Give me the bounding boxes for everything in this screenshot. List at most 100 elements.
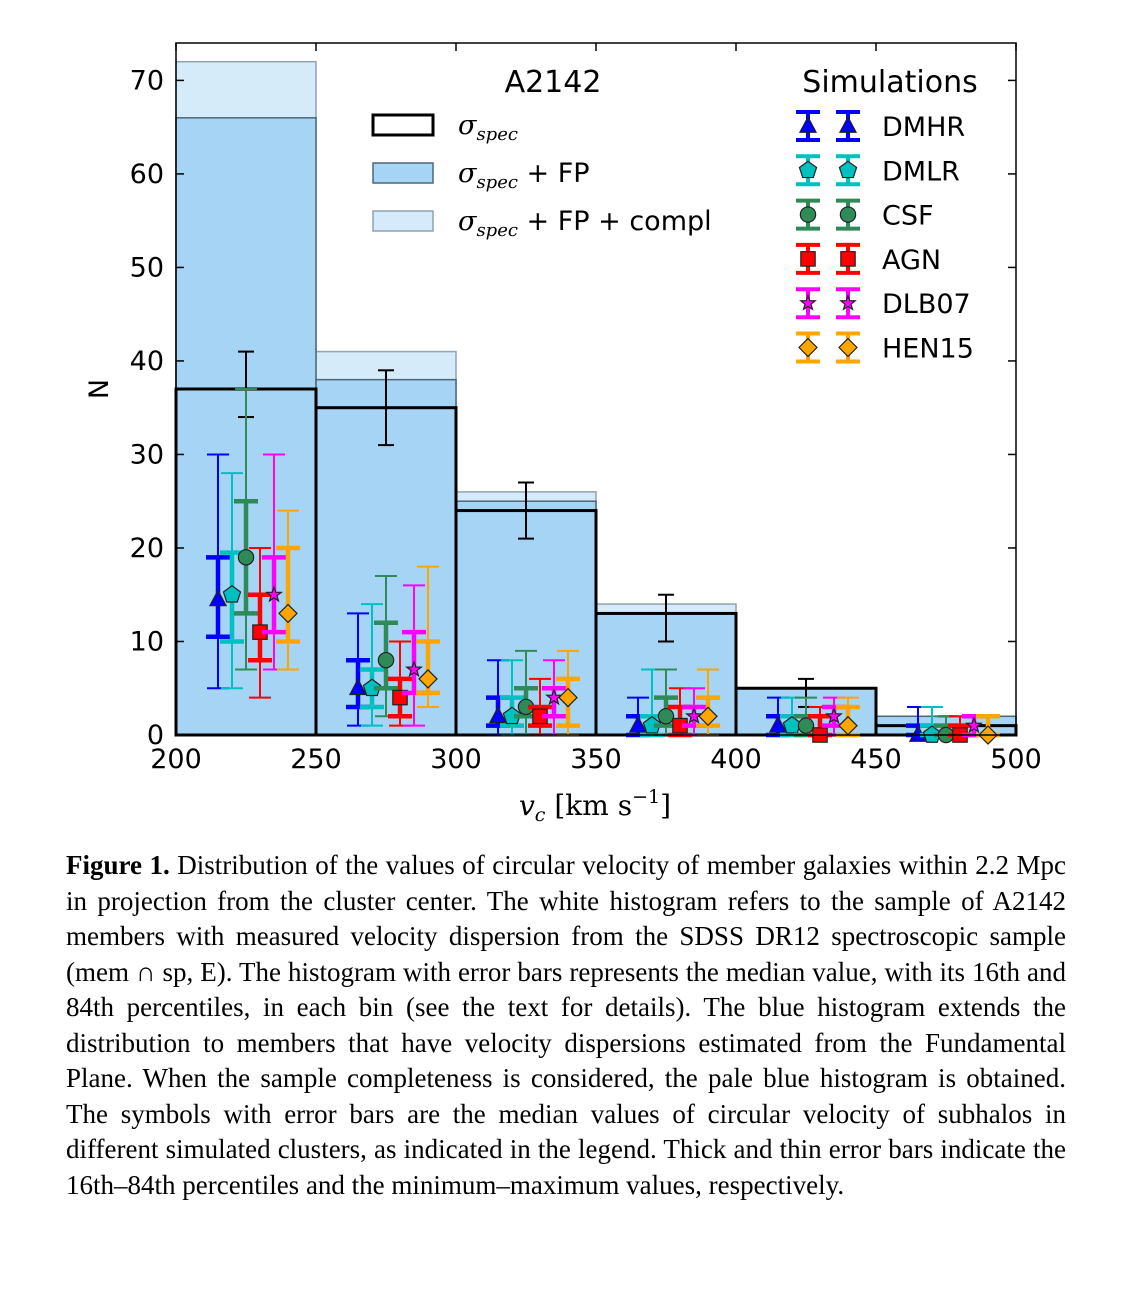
legend-swatch <box>371 113 435 137</box>
y-tick-label: 20 <box>130 533 164 564</box>
legend-marker-circle <box>799 206 817 223</box>
circular-velocity-histogram-chart: 200 250 300 350 400 450 500 0 10 20 30 40 50 60 70 N v… <box>84 42 1042 826</box>
sim-point-csf <box>374 575 398 718</box>
caption-text-part2: sp, E). The histogram with error bars re… <box>66 956 1067 1200</box>
sim-legend-label: CSF <box>882 201 934 232</box>
marker-triangle <box>208 589 228 607</box>
legend-marker-star <box>839 293 857 311</box>
marker-pentagon <box>222 584 242 603</box>
chart-title: A2142 <box>505 65 602 100</box>
legend-sigma-sub: spec <box>476 172 518 193</box>
x-tick-label: 300 <box>430 744 482 775</box>
sim-legend-entry-dlb07: DLB07 <box>796 287 971 320</box>
marker-circle <box>657 708 675 725</box>
marker-diamond <box>278 603 298 624</box>
figure-caption: Figure 1. Distribution of the values of … <box>66 848 1066 1203</box>
sim-point-agn <box>248 546 272 699</box>
sim-legend-label: DMHR <box>882 112 965 143</box>
sim-legend-label: AGN <box>882 245 941 276</box>
marker-circle <box>797 717 815 734</box>
marker-diamond <box>418 669 438 689</box>
legend-sigma: σ <box>458 206 478 237</box>
sim-point-dmlr <box>360 603 384 727</box>
x-tick-label: 500 <box>990 744 1042 775</box>
simulations-legend: DMHR DMLR CSF AGN DLB07 HEN15 <box>796 110 974 365</box>
x-tick-label: 250 <box>290 744 342 775</box>
x-axis-label: vc [km s−1] <box>519 786 671 826</box>
sim-point-dlb07 <box>262 453 286 671</box>
sim-point-dlb07 <box>822 696 846 736</box>
marker-diamond <box>558 687 578 708</box>
sim-legend-entry-csf: CSF <box>796 198 934 232</box>
marker-diamond <box>698 706 718 727</box>
x-label-unit: km s <box>565 789 632 822</box>
sim-point-csf <box>234 388 258 671</box>
legend-sigma: σ <box>458 158 478 189</box>
marker-pentagon <box>642 715 662 734</box>
legend-swatch <box>372 210 434 232</box>
marker-triangle <box>348 677 368 696</box>
y-tick-label: 70 <box>130 65 164 96</box>
x-label-sub: c <box>535 804 546 826</box>
marker-star <box>965 716 983 734</box>
x-tick-label: 200 <box>150 744 202 775</box>
y-tick-label: 40 <box>130 346 164 377</box>
caption-text-part1: Distribution of the values of circular v… <box>66 850 1066 987</box>
sim-point-agn <box>528 677 552 736</box>
y-axis-label: N <box>84 379 115 399</box>
legend-marker-triangle <box>798 115 818 133</box>
sim-legend-entry-hen15: HEN15 <box>796 331 974 365</box>
legend-sigma: σ <box>458 110 478 141</box>
x-tick-label: 400 <box>710 744 762 775</box>
legend-sigma-sub: spec <box>476 220 518 241</box>
legend-rest: + FP <box>518 158 590 189</box>
axis-ticks: 200 250 300 350 400 450 500 0 10 20 30 40 50 60 70 <box>130 43 1042 775</box>
marker-pentagon <box>502 706 522 725</box>
x-tick-label: 350 <box>570 744 622 775</box>
legend-marker-square <box>800 251 816 267</box>
marker-circle <box>237 549 255 566</box>
legend-marker-diamond <box>838 337 858 358</box>
legend-marker-pentagon <box>798 160 818 179</box>
x-label-exp: −1 <box>632 786 660 808</box>
marker-pentagon <box>362 678 382 697</box>
legend-marker-diamond <box>798 337 818 358</box>
marker-triangle <box>768 715 788 733</box>
x-label-unit-open: [ <box>545 789 565 822</box>
simulations-legend-title: Simulations <box>802 65 977 100</box>
legend-swatch <box>372 162 434 184</box>
sim-legend-label: DLB07 <box>882 289 971 320</box>
legend-label: σspec + FP + compl <box>458 206 712 241</box>
y-tick-label: 50 <box>130 252 164 283</box>
legend-marker-square <box>840 251 856 267</box>
sim-point-dmhr <box>206 453 230 690</box>
marker-triangle <box>628 715 648 733</box>
caption-cap-symbol: ∩ <box>135 956 156 987</box>
marker-star <box>685 706 703 724</box>
legend-marker-circle <box>839 206 857 223</box>
x-label-unit-close: ] <box>660 789 671 822</box>
marker-star <box>265 585 283 603</box>
legend-sigma-sub: spec <box>476 124 518 145</box>
sim-point-csf <box>654 668 678 736</box>
y-tick-label: 0 <box>147 720 164 751</box>
sim-legend-label: DMLR <box>882 156 960 187</box>
y-tick-label: 30 <box>130 439 164 470</box>
sim-point-agn <box>388 640 412 727</box>
x-tick-label: 450 <box>850 744 902 775</box>
legend-label: σspec <box>458 110 518 145</box>
marker-triangle <box>488 706 508 724</box>
marker-circle <box>377 651 395 669</box>
marker-star <box>545 688 563 706</box>
sim-point-hen15 <box>416 565 440 708</box>
sim-point-hen15 <box>276 509 300 671</box>
legend-label: σspec + FP <box>458 158 590 193</box>
legend-marker-triangle <box>838 115 858 133</box>
marker-star <box>405 660 423 678</box>
sim-legend-entry-dmhr: DMHR <box>796 110 965 143</box>
sim-legend-entry-agn: AGN <box>796 242 941 276</box>
y-tick-label: 60 <box>130 159 164 190</box>
caption-label: Figure 1. <box>66 850 170 880</box>
legend-marker-pentagon <box>838 160 858 179</box>
